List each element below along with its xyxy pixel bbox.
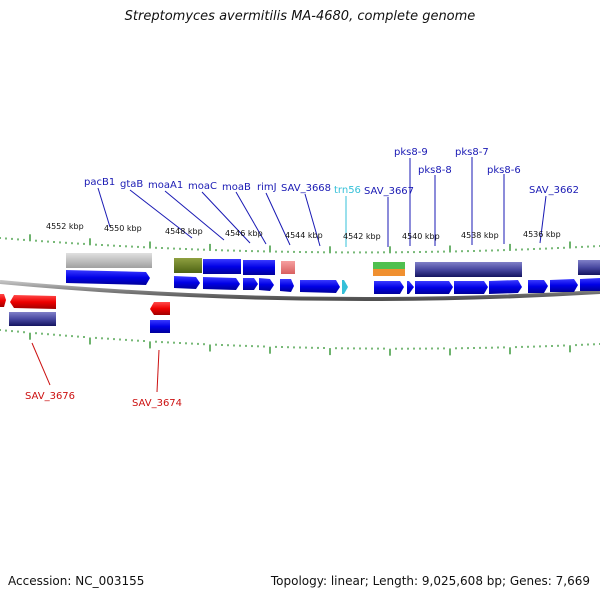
- gene-pks8-9[interactable]: [407, 281, 414, 294]
- gene-SAV_3667[interactable]: [374, 281, 404, 294]
- feature-box-purple-1[interactable]: [415, 262, 455, 277]
- gene-label-pks8-8[interactable]: pks8-8: [418, 165, 452, 176]
- gene-label-pacB1[interactable]: pacB1: [84, 177, 115, 188]
- accession-text: Accession: NC_003155: [8, 574, 145, 588]
- gene-label-SAV_3676[interactable]: SAV_3676: [25, 391, 75, 402]
- scale-labels: 4552 kbp 4550 kbp 4548 kbp 4546 kbp 4544…: [46, 222, 561, 241]
- gene-label-SAV_3662[interactable]: SAV_3662: [529, 185, 579, 196]
- feature-box-orange[interactable]: [373, 269, 405, 276]
- reverse-leader-lines: [31, 342, 160, 393]
- feature-box-olive[interactable]: [174, 258, 202, 273]
- scale-label: 4536 kbp: [523, 230, 561, 239]
- scale-label: 4540 kbp: [402, 232, 440, 241]
- feature-box-purple-4[interactable]: [578, 260, 600, 275]
- scale-label: 4550 kbp: [104, 224, 142, 233]
- lower-ticks: [0, 329, 600, 356]
- feature-box-purple-3[interactable]: [489, 262, 522, 277]
- gene-SAV_3674[interactable]: [150, 302, 170, 315]
- gene-pacB1[interactable]: [66, 270, 150, 285]
- feature-box-pink[interactable]: [281, 261, 295, 274]
- gene-SAV_3662[interactable]: [528, 280, 548, 293]
- feature-box-blue-1[interactable]: [203, 259, 241, 274]
- map-title: Streptomyces avermitilis MA-4680, comple…: [124, 9, 476, 24]
- gene-label-gtaB[interactable]: gtaB: [120, 179, 143, 190]
- gene-label-SAV_3668[interactable]: SAV_3668: [281, 183, 331, 194]
- gene-label-pks8-6[interactable]: pks8-6: [487, 165, 521, 176]
- feature-box-purple-2[interactable]: [455, 262, 489, 277]
- gene-pks8-7[interactable]: [454, 281, 488, 294]
- gene-label-moaB[interactable]: moaB: [222, 182, 251, 193]
- reverse-strand-features: [0, 294, 170, 333]
- genome-summary: Topology: linear; Length: 9,025,608 bp; …: [270, 574, 590, 588]
- gene-label-pks8-9[interactable]: pks8-9: [394, 147, 428, 158]
- trna-trn56[interactable]: [342, 280, 348, 294]
- gene-label-pks8-7[interactable]: pks8-7: [455, 147, 489, 158]
- gene-SAV_3668[interactable]: [300, 280, 340, 293]
- trna-label-trn56[interactable]: trn56: [334, 185, 361, 196]
- forward-leader-lines: [97, 157, 547, 247]
- genome-backbone: [0, 280, 600, 302]
- upper-ticks: [0, 234, 600, 254]
- gene-rimJ[interactable]: [280, 279, 294, 292]
- forward-strand-features: [66, 270, 600, 294]
- scale-label: 4548 kbp: [165, 227, 203, 236]
- gene-moaA1[interactable]: [203, 277, 240, 290]
- gene-label-SAV_3667[interactable]: SAV_3667: [364, 186, 414, 197]
- gene-label-rimJ[interactable]: rimJ: [257, 182, 277, 193]
- forward-annotation-boxes: [66, 253, 600, 277]
- scale-label: 4546 kbp: [225, 229, 263, 238]
- gene-moaC[interactable]: [243, 278, 258, 290]
- feature-box-blue-2[interactable]: [243, 260, 275, 275]
- gene-next-1[interactable]: [550, 279, 578, 292]
- scale-label: 4544 kbp: [285, 231, 323, 240]
- gene-moaB[interactable]: [259, 278, 274, 291]
- gene-pks8-6[interactable]: [489, 280, 522, 294]
- gene-label-moaC[interactable]: moaC: [188, 181, 217, 192]
- scale-label: 4542 kbp: [343, 232, 381, 241]
- gene-pks8-8[interactable]: [415, 281, 453, 294]
- feature-box-blue-reverse[interactable]: [150, 320, 170, 333]
- gene-reverse-left[interactable]: [0, 294, 6, 307]
- gene-next-2[interactable]: [580, 278, 600, 291]
- feature-box-grey[interactable]: [66, 253, 152, 268]
- gene-label-moaA1[interactable]: moaA1: [148, 180, 183, 191]
- gene-label-SAV_3674[interactable]: SAV_3674: [132, 398, 182, 409]
- feature-box-green[interactable]: [373, 262, 405, 269]
- scale-label: 4538 kbp: [461, 231, 499, 240]
- gene-SAV_3676[interactable]: [10, 295, 56, 309]
- scale-label: 4552 kbp: [46, 222, 84, 231]
- feature-box-purple-reverse[interactable]: [9, 312, 56, 326]
- reverse-gene-labels: SAV_3676 SAV_3674: [25, 391, 182, 409]
- forward-gene-labels: pacB1 gtaB moaA1 moaC moaB rimJ SAV_3668…: [84, 147, 579, 197]
- gene-gtaB[interactable]: [174, 276, 200, 289]
